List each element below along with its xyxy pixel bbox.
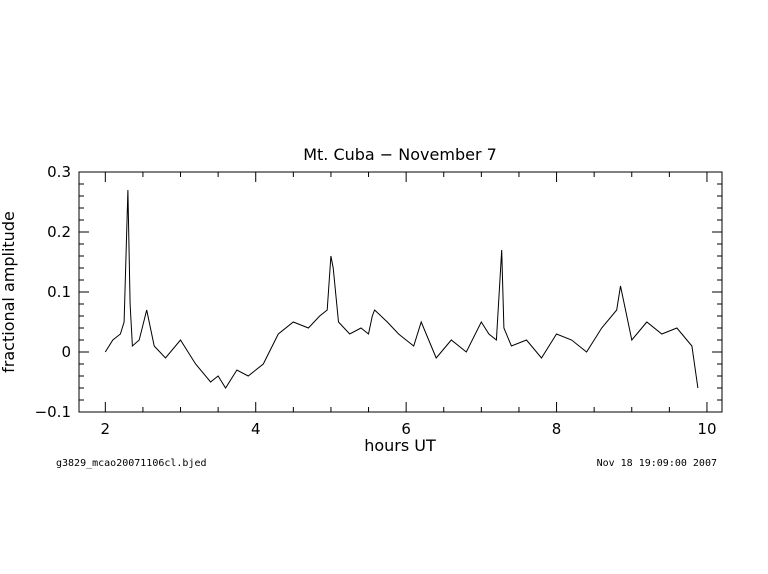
- x-tick-label: 2: [101, 420, 111, 438]
- y-tick-label: 0.1: [47, 283, 71, 301]
- chart-title: Mt. Cuba − November 7: [303, 145, 497, 164]
- y-tick-label: 0.2: [47, 223, 71, 241]
- footer-timestamp: Nov 18 19:09:00 2007: [597, 458, 717, 469]
- x-axis-label: hours UT: [364, 436, 436, 455]
- plot-frame: [78, 171, 723, 413]
- x-tick-label: 6: [401, 420, 411, 438]
- series-line: [104, 189, 699, 389]
- x-tick-label: 8: [552, 420, 562, 438]
- y-axis-label: fractional amplitude: [0, 211, 18, 373]
- y-tick-label: 0: [61, 343, 71, 361]
- axis-ticks: [79, 171, 722, 413]
- y-tick-label: 0.3: [47, 163, 71, 181]
- x-tick-label: 4: [251, 420, 261, 438]
- y-tick-labels: −0.1 0 0.1 0.2 0.3: [35, 163, 71, 421]
- x-tick-labels: 2 4 6 8 10: [101, 420, 717, 438]
- footer-filename: g3829_mcao20071106cl.bjed: [56, 458, 207, 469]
- y-tick-label: −0.1: [35, 403, 71, 421]
- x-tick-label: 10: [697, 420, 716, 438]
